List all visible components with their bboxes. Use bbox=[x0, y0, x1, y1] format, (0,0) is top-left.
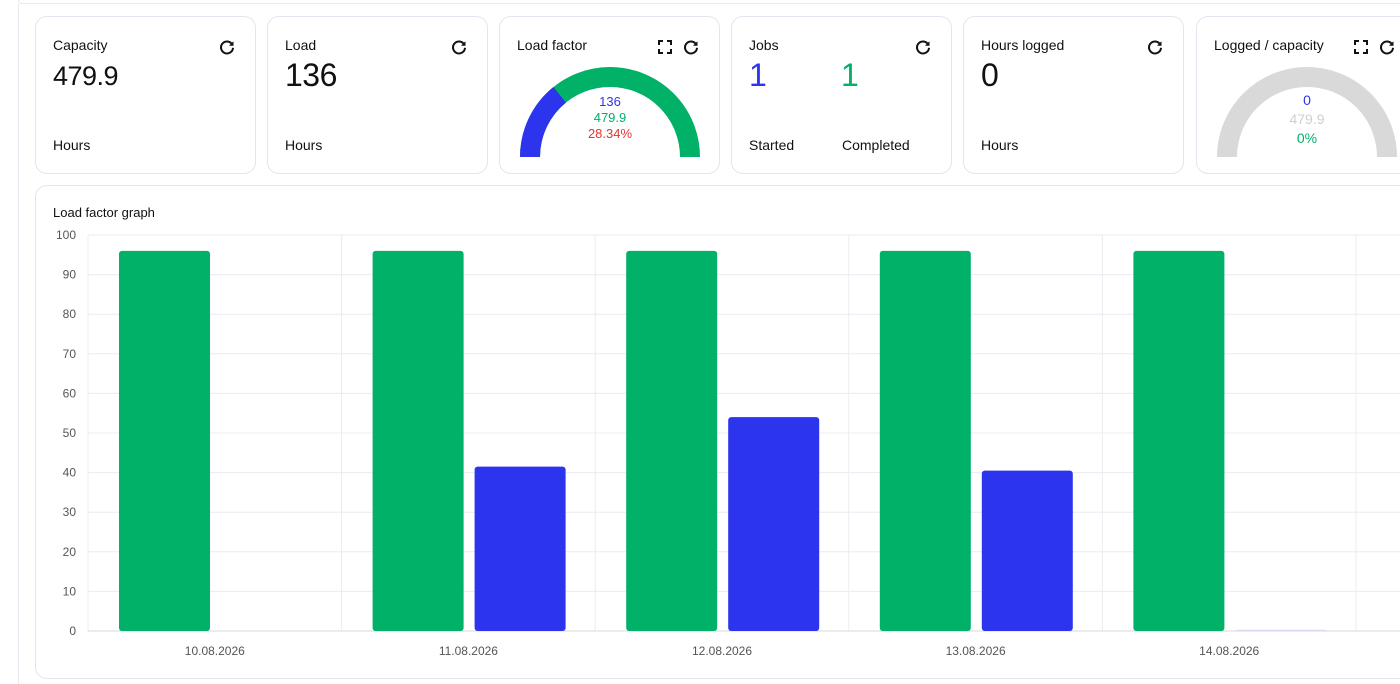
load-factor-load: 136 bbox=[599, 94, 621, 109]
gauge-load-arc bbox=[520, 87, 567, 158]
y-tick-label: 0 bbox=[69, 624, 76, 638]
jobs-title: Jobs bbox=[749, 37, 779, 53]
bar bbox=[1235, 629, 1327, 631]
gauge-capacity-arc bbox=[1217, 67, 1397, 158]
load-unit: Hours bbox=[285, 137, 323, 153]
refresh-icon[interactable] bbox=[683, 39, 699, 55]
hours-logged-title: Hours logged bbox=[981, 37, 1065, 53]
jobs-started-label: Started bbox=[749, 137, 795, 153]
y-tick-label: 20 bbox=[63, 545, 77, 559]
bar bbox=[981, 470, 1073, 631]
x-tick-label: 13.08.2026 bbox=[946, 644, 1006, 658]
x-tick-label: 10.08.2026 bbox=[185, 644, 245, 658]
load-factor-graph-card: Load factor graph 0 10 20 30 40 50 60 70 80 90 100… bbox=[35, 185, 1400, 679]
expand-icon[interactable] bbox=[1353, 39, 1369, 55]
load-card: Load 136 Hours bbox=[267, 16, 488, 174]
hours-logged-unit: Hours bbox=[981, 137, 1019, 153]
load-factor-title: Load factor bbox=[517, 37, 588, 53]
expand-icon[interactable] bbox=[657, 39, 673, 55]
load-factor-bar-chart: 0 10 20 30 40 50 60 70 80 90 100 10.08.2026 11.08.20… bbox=[56, 228, 1400, 658]
bar bbox=[372, 250, 464, 631]
load-factor-readout: 136 479.9 28.34% bbox=[550, 94, 670, 142]
y-tick-label: 30 bbox=[63, 505, 77, 519]
logged-capacity-capacity: 479.9 bbox=[1289, 111, 1325, 127]
y-tick-label: 100 bbox=[56, 228, 76, 242]
x-tick-label: 11.08.2026 bbox=[439, 644, 498, 658]
bar bbox=[728, 417, 820, 631]
load-value: 136 bbox=[285, 57, 337, 93]
logged-capacity-logged: 0 bbox=[1303, 92, 1311, 108]
refresh-icon[interactable] bbox=[1379, 39, 1395, 55]
bar bbox=[879, 250, 971, 631]
bar bbox=[1133, 250, 1225, 631]
jobs-completed-label: Completed bbox=[842, 137, 910, 153]
capacity-card: Capacity 479.9 Hours bbox=[35, 16, 256, 174]
logged-capacity-title: Logged / capacity bbox=[1214, 37, 1324, 53]
logged-capacity-percent: 0% bbox=[1296, 130, 1318, 146]
capacity-value: 479.9 bbox=[53, 61, 119, 91]
refresh-icon[interactable] bbox=[1147, 39, 1163, 55]
logged-capacity-gauge bbox=[1217, 67, 1397, 158]
x-tick-label: 14.08.2026 bbox=[1199, 644, 1259, 658]
bar bbox=[474, 466, 566, 631]
load-factor-percent: 28.34% bbox=[587, 126, 633, 141]
load-factor-gauge bbox=[520, 67, 700, 158]
logged-capacity-readout: 0 479.9 0% bbox=[1247, 91, 1367, 148]
y-tick-label: 40 bbox=[63, 466, 77, 480]
hours-logged-value: 0 bbox=[981, 57, 999, 93]
bar bbox=[626, 250, 718, 631]
top-border bbox=[18, 0, 1400, 4]
y-tick-label: 80 bbox=[63, 307, 77, 321]
capacity-title: Capacity bbox=[53, 37, 108, 53]
y-tick-label: 90 bbox=[63, 268, 77, 282]
hours-logged-card: Hours logged 0 Hours bbox=[963, 16, 1184, 174]
jobs-completed-value: 1 bbox=[841, 57, 859, 93]
refresh-icon[interactable] bbox=[915, 39, 931, 55]
jobs-card: Jobs 1 1 Started Completed bbox=[731, 16, 952, 174]
y-tick-label: 10 bbox=[63, 584, 77, 598]
load-factor-capacity: 479.9 bbox=[593, 110, 627, 125]
logged-capacity-card: Logged / capacity 0 479.9 0% bbox=[1196, 16, 1400, 174]
refresh-icon[interactable] bbox=[219, 39, 235, 55]
bar bbox=[119, 250, 210, 631]
y-tick-label: 60 bbox=[63, 386, 77, 400]
y-tick-label: 50 bbox=[63, 426, 77, 440]
refresh-icon[interactable] bbox=[451, 39, 467, 55]
y-tick-label: 70 bbox=[63, 347, 77, 361]
left-border bbox=[18, 4, 19, 684]
load-factor-card: Load factor 136 479.9 28.34% bbox=[499, 16, 720, 174]
jobs-started-value: 1 bbox=[749, 57, 767, 93]
load-title: Load bbox=[285, 37, 317, 53]
chart-title: Load factor graph bbox=[53, 205, 155, 220]
capacity-unit: Hours bbox=[53, 137, 91, 153]
x-tick-label: 12.08.2026 bbox=[692, 644, 752, 658]
